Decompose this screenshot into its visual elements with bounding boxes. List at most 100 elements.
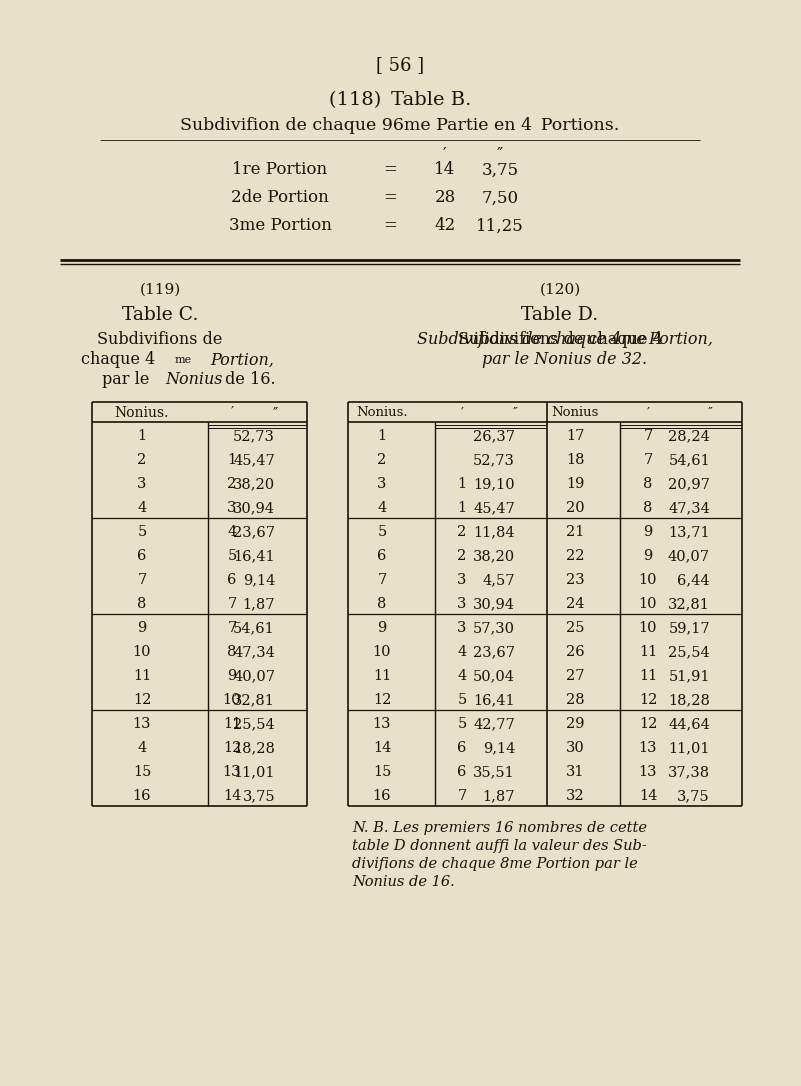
Text: 14: 14 (434, 162, 456, 178)
Text: 5: 5 (457, 717, 467, 731)
Text: 4: 4 (457, 669, 467, 683)
Text: 5: 5 (377, 525, 387, 539)
Text: Subdivifions de: Subdivifions de (97, 331, 223, 349)
Text: 13: 13 (223, 765, 241, 779)
Text: 11: 11 (373, 669, 391, 683)
Text: 40,07: 40,07 (233, 669, 275, 683)
Text: 4: 4 (457, 645, 467, 659)
Text: 11,84: 11,84 (473, 525, 515, 539)
Text: 1: 1 (377, 429, 387, 443)
Text: 28,24: 28,24 (668, 429, 710, 443)
Text: =: = (383, 217, 397, 235)
Text: 1: 1 (457, 501, 466, 515)
Text: 27: 27 (566, 669, 584, 683)
Text: N. B. Les premiers 16 nombres de cette: N. B. Les premiers 16 nombres de cette (352, 821, 647, 835)
Text: 15: 15 (372, 765, 391, 779)
Text: Subdivifions de chaque 4: Subdivifions de chaque 4 (457, 331, 662, 349)
Text: 2: 2 (227, 477, 236, 491)
Text: 12: 12 (639, 717, 657, 731)
Text: ′: ′ (461, 406, 464, 419)
Text: 3: 3 (227, 501, 236, 515)
Text: 3: 3 (457, 573, 467, 588)
Text: 3me Portion: 3me Portion (228, 217, 332, 235)
Text: 11: 11 (639, 645, 657, 659)
Text: (119): (119) (139, 283, 180, 296)
Text: ′: ′ (231, 406, 234, 420)
Text: 11: 11 (133, 669, 151, 683)
Text: 10: 10 (638, 597, 658, 611)
Text: 9: 9 (138, 621, 147, 635)
Text: 5: 5 (138, 525, 147, 539)
Text: 8: 8 (643, 501, 653, 515)
Text: 12: 12 (639, 693, 657, 707)
Text: 22: 22 (566, 550, 584, 563)
Text: 1: 1 (227, 453, 236, 467)
Text: 10: 10 (638, 573, 658, 588)
Text: 26: 26 (566, 645, 584, 659)
Text: 4,57: 4,57 (482, 573, 515, 588)
Text: 30,94: 30,94 (233, 501, 275, 515)
Text: Nonius.: Nonius. (115, 406, 169, 420)
Text: 18,28: 18,28 (233, 741, 275, 755)
Text: divifions de chaque 8me Portion par le: divifions de chaque 8me Portion par le (352, 857, 638, 871)
Text: 5: 5 (227, 550, 236, 563)
Text: 6: 6 (457, 765, 467, 779)
Text: 5: 5 (457, 693, 467, 707)
Text: Nonius: Nonius (551, 406, 598, 419)
Text: 25: 25 (566, 621, 584, 635)
Text: ″: ″ (707, 406, 713, 419)
Text: 18: 18 (566, 453, 584, 467)
Text: (120): (120) (539, 283, 581, 296)
Text: 54,61: 54,61 (668, 453, 710, 467)
Text: de 16.: de 16. (220, 371, 276, 389)
Text: 13: 13 (372, 717, 391, 731)
Text: 11: 11 (639, 669, 657, 683)
Text: 11,25: 11,25 (476, 217, 524, 235)
Text: 9: 9 (643, 525, 653, 539)
Text: 32: 32 (566, 790, 584, 803)
Text: par le Nonius de 32.: par le Nonius de 32. (482, 352, 647, 368)
Text: 6: 6 (227, 573, 236, 588)
Text: 18,28: 18,28 (668, 693, 710, 707)
Text: 2: 2 (138, 453, 147, 467)
Text: 11: 11 (223, 717, 241, 731)
Text: 28: 28 (566, 693, 584, 707)
Text: ″: ″ (513, 406, 517, 419)
Text: 29: 29 (566, 717, 584, 731)
Text: (118) Table B.: (118) Table B. (329, 91, 471, 109)
Text: =: = (383, 162, 397, 178)
Text: 23: 23 (566, 573, 584, 588)
Text: 38,20: 38,20 (473, 550, 515, 563)
Text: 4: 4 (227, 525, 236, 539)
Text: Nonius.: Nonius. (356, 406, 408, 419)
Text: chaque 4: chaque 4 (81, 352, 155, 368)
Text: 57,30: 57,30 (473, 621, 515, 635)
Text: 4: 4 (377, 501, 387, 515)
Text: 35,51: 35,51 (473, 765, 515, 779)
Text: 1,87: 1,87 (243, 597, 275, 611)
Text: 44,64: 44,64 (668, 717, 710, 731)
Text: 7: 7 (643, 429, 653, 443)
Text: 31: 31 (566, 765, 584, 779)
Text: 2de Portion: 2de Portion (231, 189, 329, 206)
Text: 25,54: 25,54 (233, 717, 275, 731)
Text: 1re Portion: 1re Portion (232, 162, 328, 178)
Text: 3: 3 (457, 621, 467, 635)
Text: 14: 14 (223, 790, 241, 803)
Text: 23,67: 23,67 (473, 645, 515, 659)
Text: 9: 9 (227, 669, 236, 683)
Text: 10: 10 (223, 693, 241, 707)
Text: 3,75: 3,75 (481, 162, 518, 178)
Text: 26,37: 26,37 (473, 429, 515, 443)
Text: 12: 12 (133, 693, 151, 707)
Text: 1: 1 (457, 477, 466, 491)
Text: ″: ″ (272, 406, 278, 420)
Text: =: = (383, 189, 397, 206)
Text: 15: 15 (133, 765, 151, 779)
Text: 2: 2 (377, 453, 387, 467)
Text: 23,67: 23,67 (233, 525, 275, 539)
Text: 16,41: 16,41 (233, 550, 275, 563)
Text: 12: 12 (223, 741, 241, 755)
Text: 7: 7 (138, 573, 147, 588)
Text: 3: 3 (137, 477, 147, 491)
